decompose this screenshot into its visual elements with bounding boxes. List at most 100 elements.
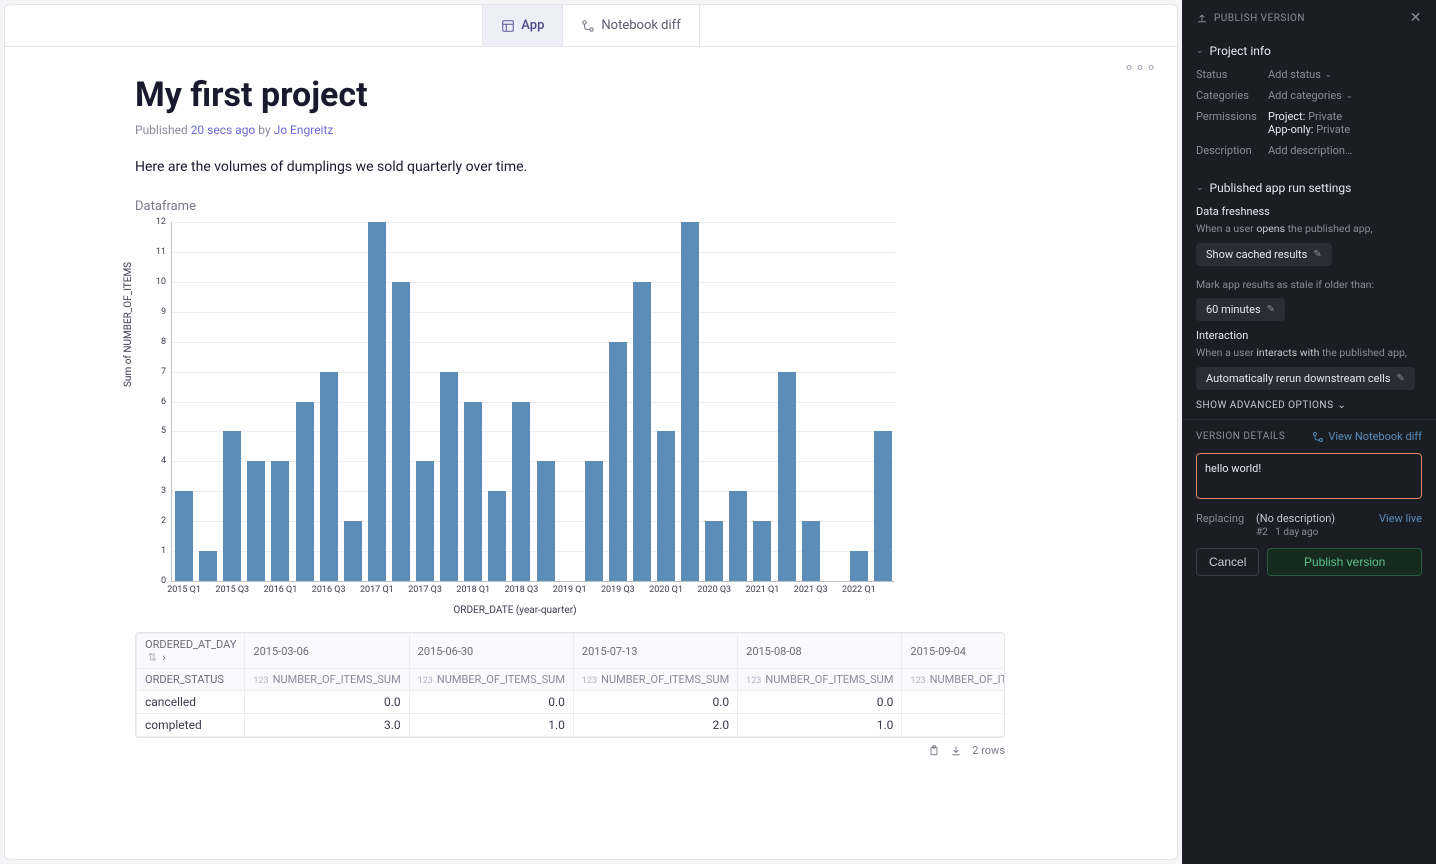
top-tabs: App Notebook diff xyxy=(5,5,1177,47)
bar xyxy=(271,461,289,581)
project-info-head[interactable]: ⌄ Project info xyxy=(1196,44,1422,58)
x-tick: 2021 Q1 xyxy=(746,585,780,595)
bar xyxy=(344,521,362,581)
publish-icon xyxy=(1196,12,1208,24)
chart-title: Dataframe xyxy=(135,199,1047,214)
y-tick: 12 xyxy=(156,217,166,227)
y-tick: 5 xyxy=(161,426,166,436)
bar xyxy=(657,431,675,581)
bar xyxy=(368,222,386,581)
run-settings-section: ⌄ Published app run settings Data freshn… xyxy=(1182,173,1436,419)
bar xyxy=(512,402,530,582)
y-tick: 2 xyxy=(161,516,166,526)
x-tick: 2017 Q3 xyxy=(408,585,442,595)
table-footer: 2 rows xyxy=(135,744,1005,757)
x-tick: 2021 Q3 xyxy=(794,585,828,595)
x-tick: 2016 Q3 xyxy=(312,585,346,595)
interaction-chip[interactable]: Automatically rerun downstream cells ✎ xyxy=(1196,367,1415,390)
y-tick: 4 xyxy=(161,456,166,466)
bar xyxy=(247,461,265,581)
chevron-down-icon: ⌄ xyxy=(1346,91,1353,100)
permissions-value: Project: Private App-only: Private xyxy=(1268,110,1422,136)
edit-icon: ✎ xyxy=(1267,304,1275,315)
bar xyxy=(537,461,555,581)
y-tick: 9 xyxy=(161,307,166,317)
view-live-link[interactable]: View live xyxy=(1379,512,1422,525)
publish-button[interactable]: Publish version xyxy=(1267,548,1422,576)
stale-chip[interactable]: 60 minutes ✎ xyxy=(1196,298,1285,321)
bar xyxy=(175,491,193,581)
x-tick: 2020 Q1 xyxy=(649,585,683,595)
row-count: 2 rows xyxy=(972,744,1005,757)
diff-icon xyxy=(581,19,595,33)
x-tick: 2019 Q1 xyxy=(553,585,587,595)
bar xyxy=(802,521,820,581)
run-settings-head[interactable]: ⌄ Published app run settings xyxy=(1196,181,1422,195)
bar xyxy=(320,372,338,581)
tab-app-label: App xyxy=(521,18,544,33)
chevron-down-icon: ⌄ xyxy=(1325,70,1332,79)
close-icon[interactable]: ✕ xyxy=(1410,10,1422,26)
download-icon[interactable] xyxy=(950,745,962,757)
x-tick: 2015 Q1 xyxy=(167,585,201,595)
y-axis-label: Sum of NUMBER_OF_ITEMS xyxy=(123,262,134,387)
version-description-input[interactable] xyxy=(1196,453,1422,499)
replacing-info: Replacing (No description) View live #2 … xyxy=(1196,512,1422,538)
bar xyxy=(729,491,747,581)
x-tick: 2022 Q1 xyxy=(842,585,876,595)
description-input[interactable]: Add description… xyxy=(1268,144,1422,157)
y-tick: 1 xyxy=(161,546,166,556)
chevron-down-icon: ⌄ xyxy=(1196,183,1204,193)
chevron-down-icon: ⌄ xyxy=(1196,46,1204,56)
y-tick: 10 xyxy=(156,277,166,287)
bar xyxy=(392,282,410,581)
tab-notebook-diff[interactable]: Notebook diff xyxy=(563,5,699,46)
bar xyxy=(199,551,217,581)
x-tick: 2018 Q1 xyxy=(456,585,490,595)
bar xyxy=(705,521,723,581)
view-diff-link[interactable]: View Notebook diff xyxy=(1312,430,1422,443)
cancel-button[interactable]: Cancel xyxy=(1196,548,1259,576)
content-area: My first project Published 20 secs ago b… xyxy=(5,47,1177,777)
y-tick: 8 xyxy=(161,337,166,347)
clipboard-icon[interactable] xyxy=(928,745,940,757)
bar xyxy=(464,402,482,582)
bar xyxy=(416,461,434,581)
app-icon xyxy=(501,19,515,33)
bar xyxy=(850,551,868,581)
diff-icon xyxy=(1312,431,1324,443)
page-title: My first project xyxy=(135,75,1047,115)
x-tick: 2017 Q1 xyxy=(360,585,394,595)
bar xyxy=(609,342,627,581)
categories-select[interactable]: Add categories⌄ xyxy=(1268,89,1422,102)
bar xyxy=(874,431,892,581)
edit-icon: ✎ xyxy=(1396,373,1404,384)
status-select[interactable]: Add status⌄ xyxy=(1268,68,1422,81)
bar xyxy=(296,402,314,582)
y-tick: 3 xyxy=(161,486,166,496)
sidebar-header: PUBLISH VERSION ✕ xyxy=(1182,0,1436,36)
more-menu-icon[interactable]: ∘∘∘ xyxy=(1124,57,1157,76)
bar xyxy=(681,222,699,581)
publish-meta: Published 20 secs ago by Jo Engreitz xyxy=(135,123,1047,137)
x-tick: 2019 Q3 xyxy=(601,585,635,595)
chevron-down-icon: ⌄ xyxy=(1338,400,1347,411)
bar xyxy=(633,282,651,581)
x-axis-label: ORDER_DATE (year-quarter) xyxy=(453,605,576,616)
y-tick: 7 xyxy=(161,367,166,377)
y-tick: 11 xyxy=(156,247,166,257)
x-tick: 2018 Q3 xyxy=(505,585,539,595)
data-table: ORDERED_AT_DAY ⇅ ›2015-03-062015-06-3020… xyxy=(135,632,1005,738)
body-text: Here are the volumes of dumplings we sol… xyxy=(135,159,1047,175)
main-panel: App Notebook diff ∘∘∘ My first project P… xyxy=(4,4,1178,860)
tab-app[interactable]: App xyxy=(482,5,563,46)
bar-chart: Sum of NUMBER_OF_ITEMS 01234567891011122… xyxy=(135,222,895,612)
version-details-section: VERSION DETAILS View Notebook diff Repla… xyxy=(1182,419,1436,586)
bar xyxy=(753,521,771,581)
project-info-section: ⌄ Project info Status Add status⌄ Catego… xyxy=(1182,36,1436,173)
x-tick: 2020 Q3 xyxy=(697,585,731,595)
bar xyxy=(223,431,241,581)
y-tick: 6 xyxy=(161,397,166,407)
freshness-chip[interactable]: Show cached results ✎ xyxy=(1196,243,1332,266)
advanced-options-link[interactable]: SHOW ADVANCED OPTIONS ⌄ xyxy=(1196,400,1346,411)
